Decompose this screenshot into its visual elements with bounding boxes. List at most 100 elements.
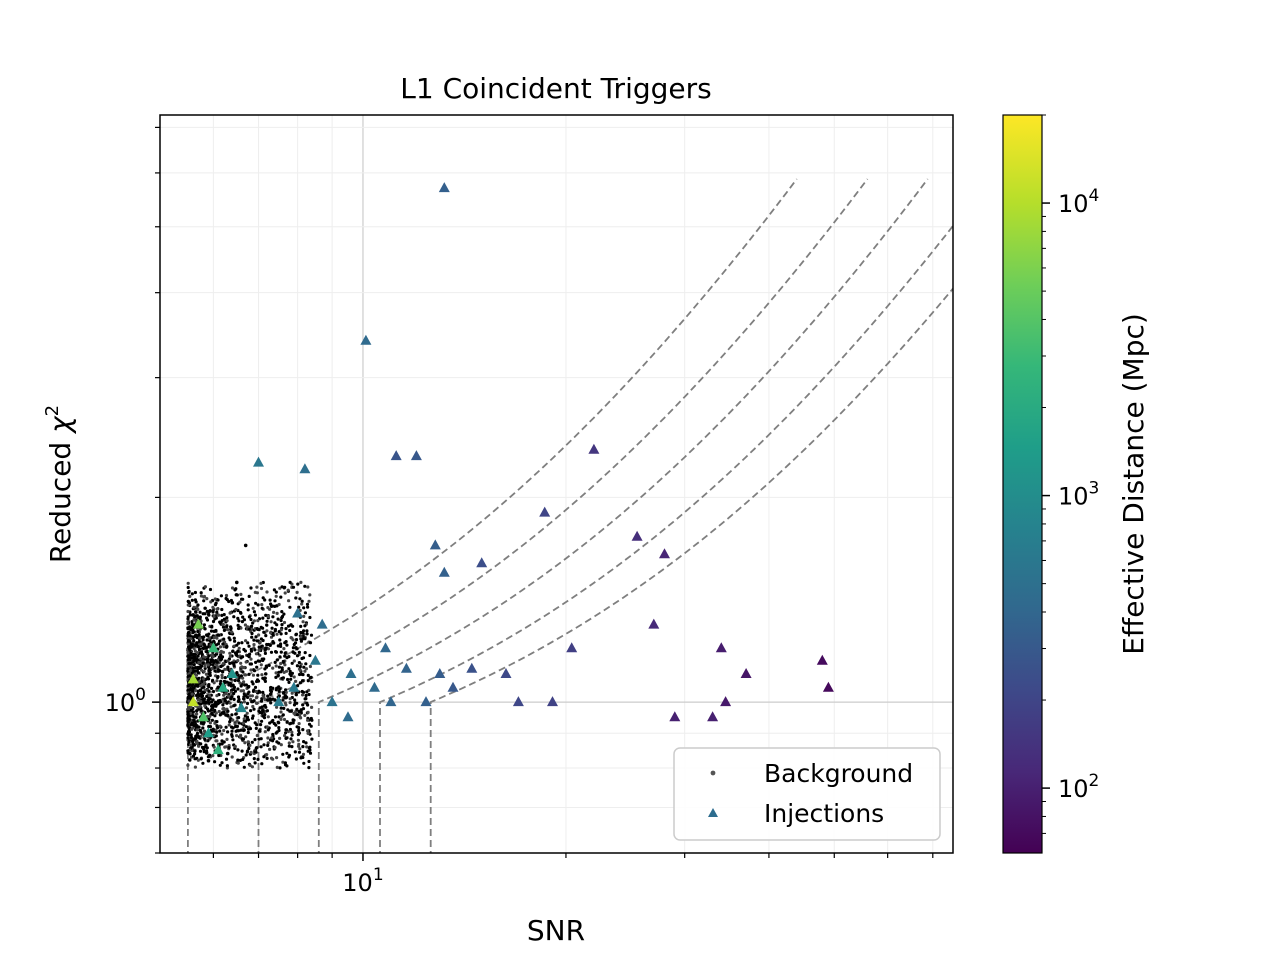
injection-point [326,696,338,707]
background-point [254,660,258,665]
background-point [242,765,246,769]
background-point [204,749,209,753]
background-point [301,693,305,697]
background-point [225,764,229,768]
background-point [252,610,256,614]
background-point [207,701,211,705]
injection-point [342,711,354,722]
background-point [256,619,260,623]
legend-background-label: Background [764,759,913,788]
background-point [206,758,211,763]
background-point [265,619,269,623]
background-point [283,654,287,658]
injection-point [476,557,488,568]
background-point [275,765,279,770]
background-point [186,609,190,614]
background-point [194,673,198,677]
background-point [269,698,273,702]
background-point [197,676,201,680]
colorbar-gradient [1002,114,1043,854]
background-point [303,669,307,673]
background-point [260,603,264,607]
background-point [213,603,218,607]
background-point [237,626,241,631]
background-point [232,697,236,702]
background-point [207,689,211,693]
background-point [249,668,253,672]
background-point [194,666,198,670]
background-point [244,683,248,687]
background-point [215,724,219,728]
background-point [239,592,243,597]
background-point [265,629,269,633]
background-point [229,690,233,694]
background-point [261,708,265,712]
background-point [186,581,190,585]
injection-point [253,456,264,467]
background-point [215,739,219,743]
background-point [210,658,215,662]
background-point [228,654,232,659]
background-point [235,671,239,675]
background-point [236,623,240,628]
y-axis-label: Reduced χ2 [42,405,77,563]
background-point [288,697,292,701]
background-point [282,691,286,695]
background-point [242,717,246,721]
background-point [274,664,278,668]
injection-point [631,530,643,541]
background-point [280,666,284,670]
background-point [197,693,201,698]
background-point [202,701,206,705]
background-point [224,725,228,729]
background-point [208,587,213,592]
injection-point [434,668,446,678]
background-point [236,758,240,762]
background-point [217,709,221,714]
background-point [220,673,224,677]
injection-point [226,668,238,678]
background-point [227,636,231,640]
background-point [209,653,213,657]
background-point [286,588,290,592]
injection-point [187,696,199,707]
background-point [201,726,205,730]
background-point [217,639,222,643]
background-point [186,654,190,658]
background-point [189,637,193,641]
background-point [254,726,258,731]
background-point [222,617,226,621]
background-point [266,694,270,698]
background-point [297,750,302,754]
background-point [258,706,262,710]
background-point [260,673,264,677]
background-point [215,679,219,683]
background-point [279,717,283,722]
background-point [265,725,269,729]
background-point [230,733,234,737]
background-point [231,718,235,722]
background-point [228,677,233,681]
background-point [213,669,217,673]
background-point [211,663,215,667]
background-point [251,714,255,718]
background-point [308,615,312,620]
background-point [228,701,232,705]
background-point [233,639,237,643]
background-point [308,664,312,669]
background-point [248,652,252,656]
injection-point [212,744,224,755]
background-point [280,676,284,680]
background-point [244,735,248,739]
background-point [261,690,265,695]
background-point [197,705,201,709]
background-point [233,689,237,693]
injection-point [659,548,670,559]
background-point [214,674,218,678]
background-point [186,620,190,624]
background-point [302,606,306,610]
background-point [215,694,219,698]
background-point [234,607,238,612]
injection-point [720,696,732,707]
background-point [191,686,196,690]
